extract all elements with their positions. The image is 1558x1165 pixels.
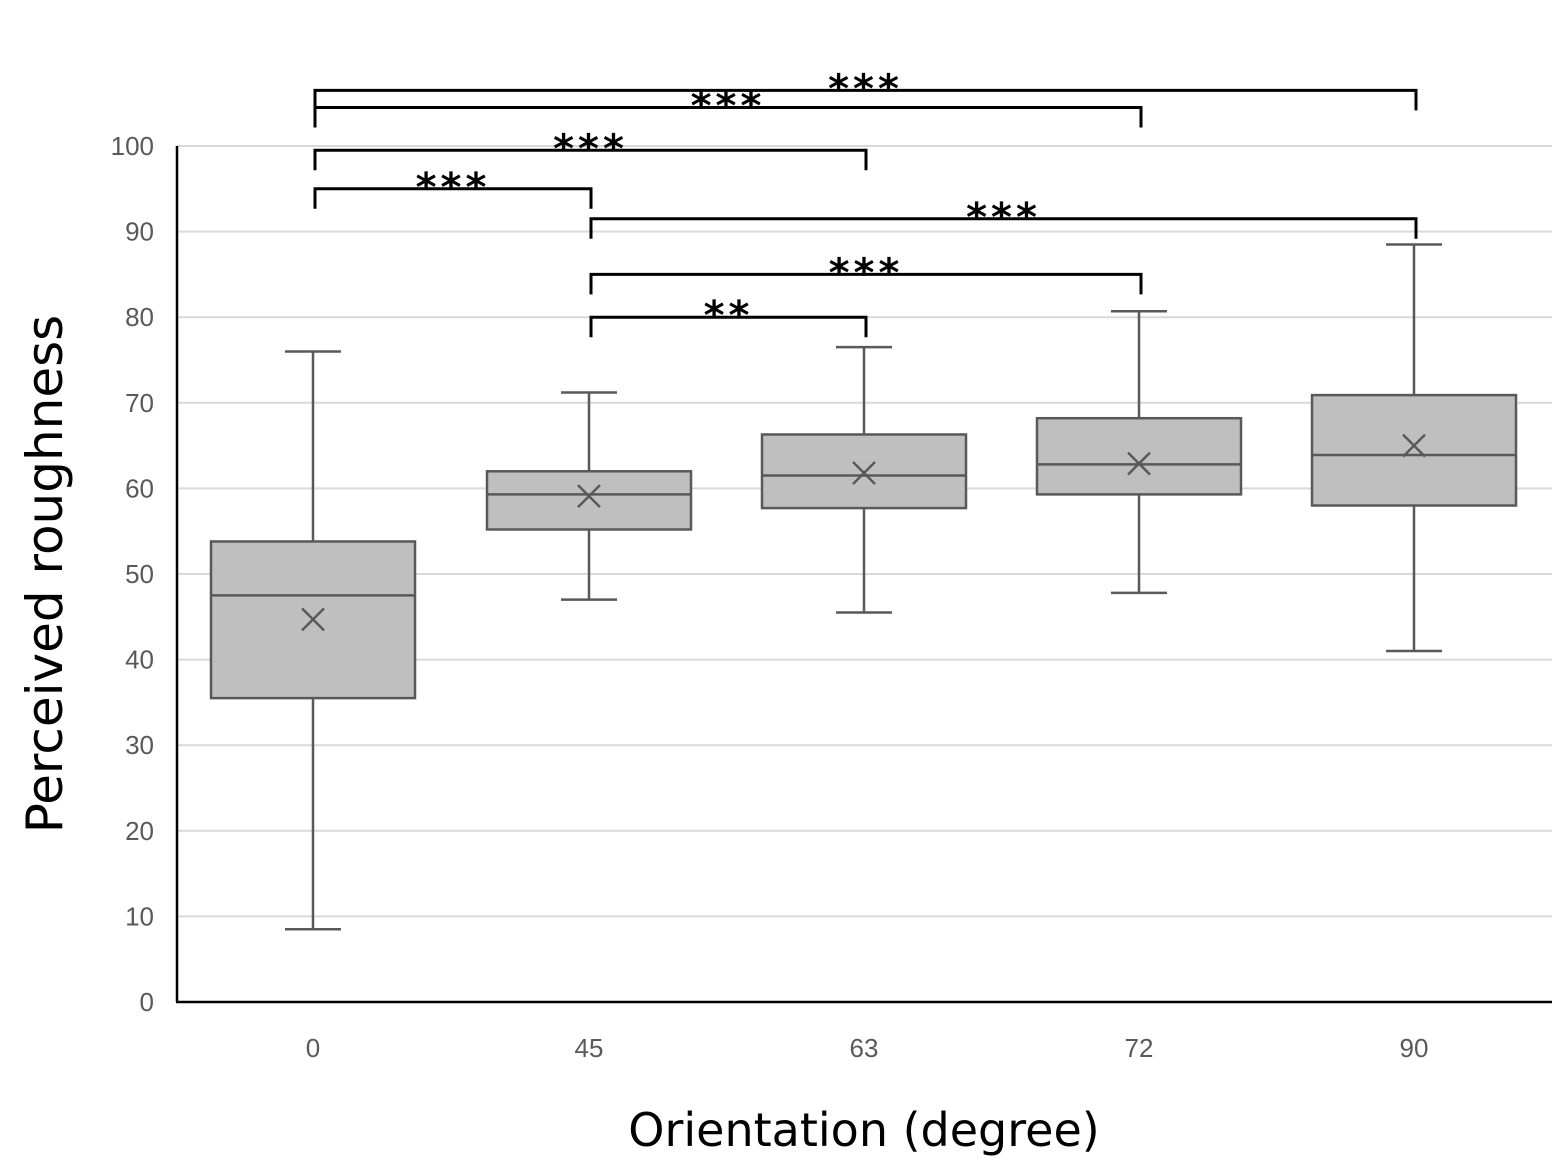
box-0: [209, 350, 417, 931]
bracket-0-72: ***: [313, 83, 1143, 129]
bracket-0-90: ***: [313, 66, 1418, 112]
mean-marker: [1127, 451, 1151, 476]
mean-marker: [852, 461, 876, 485]
iqr-box: [1035, 416, 1243, 496]
x-tick-label: 63: [850, 1033, 879, 1063]
significance-label: **: [704, 293, 754, 339]
box-series: [209, 243, 1518, 931]
bracket-line: [589, 315, 868, 338]
bracket-0-63: ***: [313, 126, 868, 172]
bracket-line: [313, 148, 868, 171]
y-tick-label: 60: [125, 473, 154, 503]
mean-marker: [577, 484, 601, 508]
y-tick-label: 10: [125, 901, 154, 931]
x-tick-label: 0: [306, 1033, 320, 1063]
box-45: [485, 391, 693, 601]
bracket-line: [313, 105, 1143, 128]
bracket-line: [313, 187, 593, 209]
significance-label: ***: [416, 165, 491, 211]
significance-brackets: ********************: [313, 66, 1418, 339]
box-63: [760, 345, 968, 614]
x-tick-label: 90: [1400, 1033, 1429, 1063]
x-tick-label: 72: [1125, 1033, 1154, 1063]
box-72: [1035, 309, 1243, 595]
mean-marker: [1402, 433, 1426, 458]
iqr-box: [485, 470, 693, 531]
significance-label: ***: [691, 83, 766, 129]
y-tick-labels: 0 10 20 30 40 50 60 70 80 90 100: [111, 131, 154, 1017]
box-90: [1310, 243, 1518, 653]
y-tick-label: 20: [125, 816, 154, 846]
bracket-line: [589, 272, 1143, 295]
y-tick-label: 40: [125, 645, 154, 675]
axes: [175, 146, 1552, 1004]
bracket-45-63: **: [589, 293, 868, 339]
bracket-line: [589, 217, 1418, 239]
y-tick-label: 30: [125, 730, 154, 760]
y-tick-label: 70: [125, 388, 154, 418]
y-tick-label: 90: [125, 217, 154, 247]
mean-marker-stroke: [301, 607, 325, 632]
y-tick-label: 80: [125, 302, 154, 332]
mean-marker-stroke: [1402, 433, 1426, 458]
y-axis-title: Perceived roughness: [16, 315, 74, 833]
significance-label: ***: [553, 126, 628, 172]
mean-marker-stroke: [1127, 451, 1151, 476]
y-tick-label: 50: [125, 559, 154, 589]
x-tick-labels: 0 45 63 72 90: [306, 1033, 1429, 1063]
x-tick-label: 45: [575, 1033, 604, 1063]
significance-label: ***: [966, 195, 1041, 241]
y-tick-label: 100: [111, 131, 154, 161]
x-axis-title: Orientation (degree): [628, 1103, 1099, 1157]
bracket-line: [313, 88, 1418, 111]
bracket-45-90: ***: [589, 195, 1418, 241]
significance-label: ***: [828, 66, 903, 112]
bracket-45-72: ***: [589, 250, 1143, 296]
significance-label: ***: [829, 250, 904, 296]
mean-marker: [301, 607, 325, 632]
y-tick-label: 0: [140, 987, 154, 1017]
iqr-box: [1310, 393, 1518, 507]
bracket-0-45: ***: [313, 165, 593, 211]
mean-marker-stroke: [577, 484, 601, 508]
mean-marker-stroke: [852, 461, 876, 485]
